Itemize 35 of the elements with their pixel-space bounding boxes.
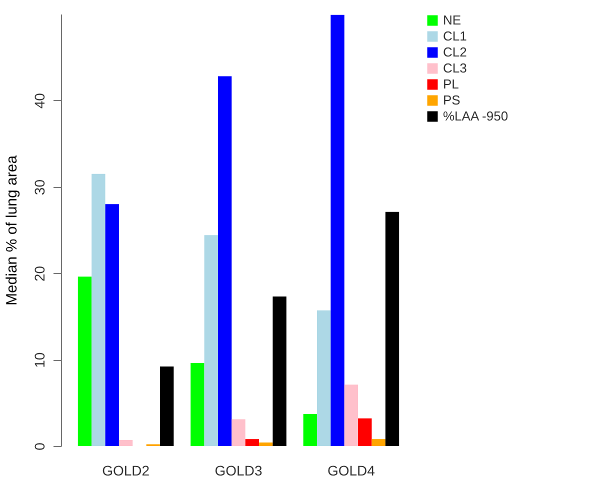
- bar: [92, 174, 106, 446]
- legend-label: CL1: [443, 28, 467, 44]
- legend-label: CL3: [443, 60, 467, 76]
- y-tick-label: 20: [32, 266, 48, 282]
- legend-label: NE: [443, 12, 462, 28]
- bar: [204, 235, 218, 446]
- legend-label: CL2: [443, 44, 467, 60]
- y-tick-label: 30: [32, 179, 48, 196]
- bar: [385, 212, 400, 446]
- bar: [232, 419, 246, 446]
- legend-label: %LAA -950: [443, 108, 508, 124]
- x-tick-label: GOLD3: [214, 462, 262, 478]
- bar: [118, 440, 133, 446]
- bar: [245, 439, 260, 446]
- bar: [160, 366, 174, 446]
- y-tick-label: 10: [32, 352, 48, 368]
- y-tick-label: 40: [32, 92, 48, 109]
- legend-label: PL: [443, 76, 459, 92]
- bar: [344, 384, 358, 446]
- bar: [272, 296, 286, 446]
- bar: [372, 439, 386, 446]
- bar: [190, 363, 204, 446]
- bar: [105, 204, 119, 446]
- bar: [218, 76, 232, 446]
- x-tick-label: GOLD4: [327, 462, 376, 478]
- y-tick-label: 0: [32, 442, 48, 450]
- legend-label: PS: [443, 92, 461, 108]
- bar: [78, 276, 92, 446]
- bar: [259, 442, 273, 446]
- bar: [303, 414, 317, 446]
- bar: [330, 14, 344, 446]
- y-axis-title: Median % of lung area: [4, 154, 20, 306]
- x-tick-label: GOLD2: [102, 462, 150, 478]
- bar: [316, 310, 331, 446]
- bar: [358, 418, 372, 446]
